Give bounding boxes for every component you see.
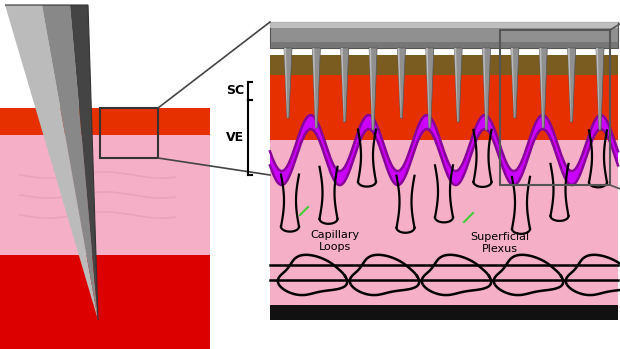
Polygon shape — [397, 48, 401, 118]
Bar — [270, 22, 618, 28]
Polygon shape — [539, 48, 542, 128]
Bar — [270, 305, 618, 320]
Polygon shape — [270, 115, 618, 185]
Polygon shape — [397, 48, 405, 118]
Polygon shape — [511, 48, 519, 118]
Bar — [270, 75, 618, 140]
Polygon shape — [454, 48, 458, 122]
Polygon shape — [341, 48, 348, 122]
Polygon shape — [369, 48, 377, 130]
Text: VE: VE — [226, 131, 244, 144]
Text: SC: SC — [226, 84, 244, 97]
Bar — [270, 42, 618, 48]
Polygon shape — [454, 48, 462, 122]
Polygon shape — [596, 48, 604, 130]
Polygon shape — [539, 48, 547, 128]
Polygon shape — [312, 48, 321, 128]
Polygon shape — [5, 5, 98, 320]
Polygon shape — [482, 48, 486, 130]
Polygon shape — [369, 48, 373, 130]
Bar — [270, 22, 618, 48]
Polygon shape — [596, 48, 600, 130]
Bar — [270, 140, 618, 305]
Polygon shape — [568, 48, 575, 122]
Polygon shape — [312, 48, 316, 128]
Bar — [500, 30, 610, 185]
Polygon shape — [511, 48, 515, 118]
Text: Capillary
Loops: Capillary Loops — [311, 230, 360, 252]
Polygon shape — [426, 48, 434, 128]
Bar — [100, 108, 158, 158]
Polygon shape — [568, 48, 571, 122]
Polygon shape — [284, 48, 292, 118]
Polygon shape — [42, 5, 98, 320]
Polygon shape — [482, 48, 490, 130]
Bar — [0, 108, 210, 135]
Polygon shape — [426, 48, 429, 128]
Polygon shape — [70, 5, 98, 320]
Bar — [0, 255, 210, 349]
Polygon shape — [341, 48, 344, 122]
Text: Superficial
Plexus: Superficial Plexus — [471, 232, 529, 254]
Bar — [0, 135, 210, 255]
Polygon shape — [284, 48, 288, 118]
Bar — [270, 55, 618, 75]
